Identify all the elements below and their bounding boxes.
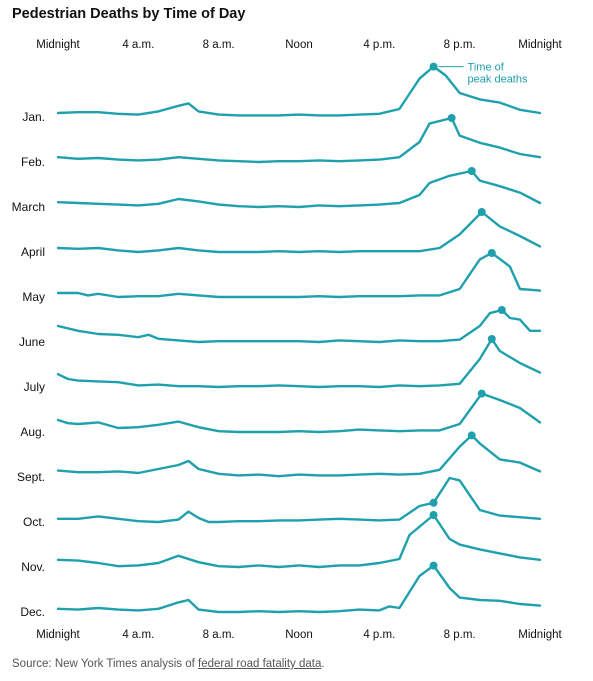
bottom-tick-label: Midnight <box>36 629 80 641</box>
series-line <box>56 513 542 569</box>
top-tick-label: Midnight <box>518 39 562 51</box>
series-row: Dec. <box>20 561 542 619</box>
bottom-tick-label: Midnight <box>518 629 562 641</box>
peak-marker <box>467 167 476 175</box>
bottom-tick-label: 4 p.m. <box>363 629 395 641</box>
source-link[interactable]: federal road fatality data <box>198 658 322 670</box>
peak-marker <box>477 389 486 398</box>
series-line <box>56 434 542 478</box>
series-line <box>56 337 542 389</box>
peak-marker <box>497 306 506 314</box>
series-line <box>56 392 542 434</box>
series-row: Sept. <box>17 431 542 484</box>
series-layer: Jan. Feb. March April May June July Aug. Sept. Oc… <box>12 62 542 619</box>
series-row: March <box>12 167 542 214</box>
peak-marker <box>429 498 438 507</box>
peak-marker <box>487 335 496 343</box>
peak-marker <box>477 208 486 216</box>
series-row: Aug. <box>20 389 542 439</box>
month-label: May <box>22 290 45 304</box>
month-label: April <box>21 245 45 259</box>
series-row: June <box>19 306 542 349</box>
source-suffix: . <box>321 658 325 670</box>
month-label: Jan. <box>22 110 45 124</box>
source-prefix: Source: New York Times analysis of <box>12 658 198 670</box>
series-line <box>56 65 542 117</box>
month-label: March <box>12 200 45 214</box>
bottom-tick-label: 8 p.m. <box>444 629 476 641</box>
series-line <box>56 476 542 524</box>
series-row: Jan. <box>22 62 542 124</box>
peak-marker <box>429 561 438 570</box>
series-row: April <box>21 208 542 259</box>
peak-marker <box>429 511 438 519</box>
peak-marker <box>447 114 456 122</box>
bottom-axis: Midnight 4 a.m. 8 a.m. Noon 4 p.m. 8 p.m. Midn… <box>36 629 562 641</box>
series-line <box>56 116 542 164</box>
bottom-tick-label: Noon <box>285 629 313 641</box>
top-tick-label: 4 p.m. <box>363 39 395 51</box>
peak-marker <box>467 431 476 440</box>
month-label: Sept. <box>17 470 45 484</box>
top-tick-label: Midnight <box>36 39 80 51</box>
annotation-text: peak deaths <box>468 74 528 86</box>
series-line <box>56 210 542 254</box>
series-row: May <box>22 249 542 304</box>
top-tick-label: 8 p.m. <box>444 39 476 51</box>
series-row: Oct. <box>23 476 542 529</box>
month-label: Feb. <box>21 155 45 169</box>
series-row: Nov. <box>21 511 542 574</box>
month-label: July <box>24 380 45 394</box>
series-line <box>56 251 542 299</box>
month-label: Nov. <box>21 560 45 574</box>
month-label: Dec. <box>20 605 45 619</box>
month-label: June <box>19 335 45 349</box>
series-line <box>56 564 542 614</box>
source-note: Source: New York Times analysis of feder… <box>12 658 325 670</box>
series-line <box>56 169 542 209</box>
month-label: Oct. <box>23 515 45 529</box>
top-tick-label: Noon <box>285 39 313 51</box>
peak-marker <box>487 249 496 257</box>
bottom-tick-label: 8 a.m. <box>203 629 235 641</box>
peak-marker <box>429 62 438 71</box>
top-axis: Midnight 4 a.m. 8 a.m. Noon 4 p.m. 8 p.m. Midn… <box>36 39 562 51</box>
series-row: July <box>24 335 542 394</box>
series-row: Feb. <box>21 114 542 169</box>
month-label: Aug. <box>20 425 45 439</box>
series-line <box>56 308 542 344</box>
top-tick-label: 4 a.m. <box>122 39 154 51</box>
top-tick-label: 8 a.m. <box>203 39 235 51</box>
annotation-text: Time of <box>468 62 505 74</box>
bottom-tick-label: 4 a.m. <box>122 629 154 641</box>
chart-title: Pedestrian Deaths by Time of Day <box>12 6 246 22</box>
